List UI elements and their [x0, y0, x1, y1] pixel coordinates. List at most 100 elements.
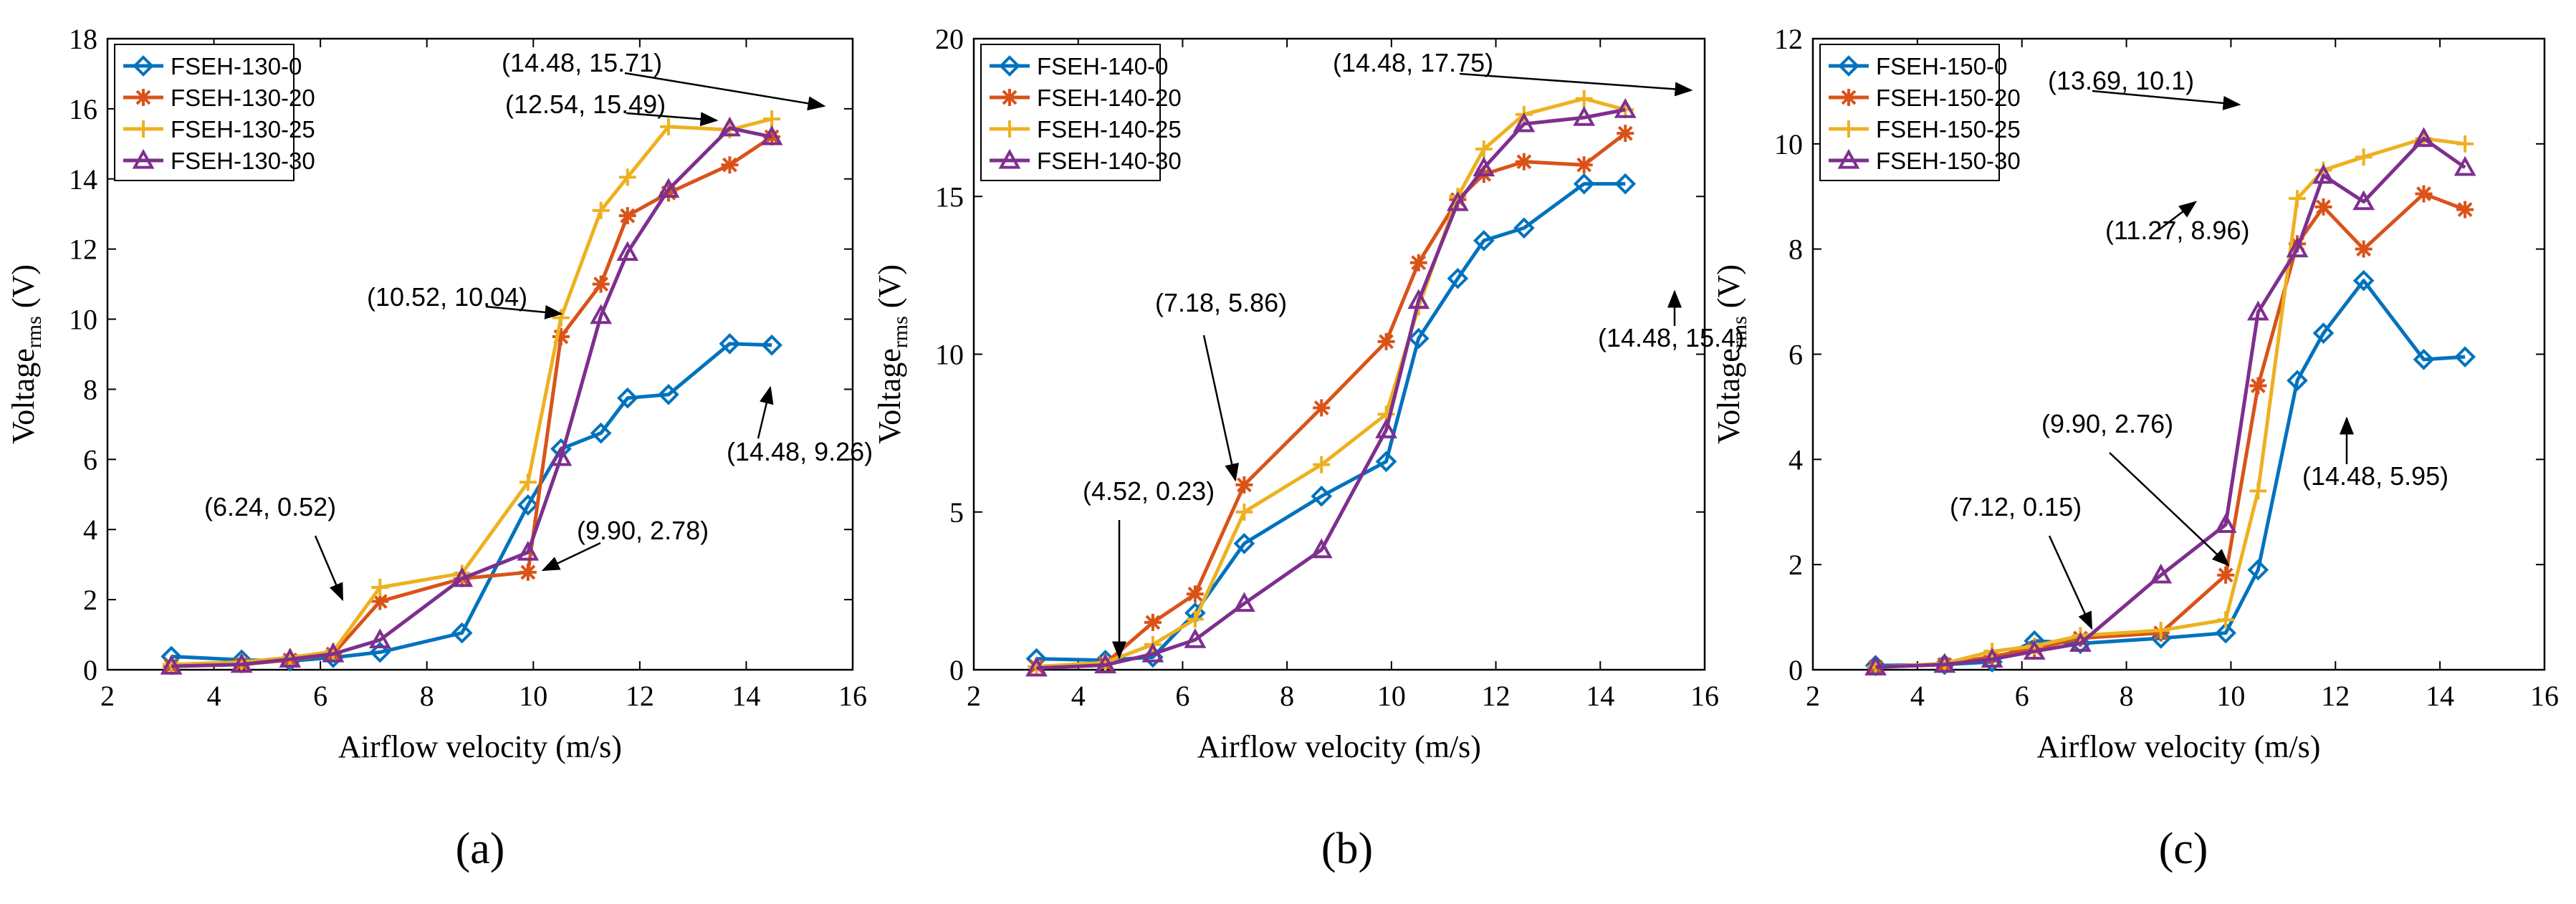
legend-label: FSEH-140-20 — [1037, 85, 1182, 111]
annotation-label: (14.48, 9.26) — [727, 437, 873, 466]
data-point-FSEH-140-0-12 — [1614, 173, 1637, 195]
annotation-arrow — [2156, 201, 2197, 232]
data-point-FSEH-150-30-11 — [2413, 127, 2435, 148]
annotation-label: (10.52, 10.04) — [367, 282, 527, 312]
data-point-FSEH-140-20-4 — [1235, 476, 1253, 494]
data-point-FSEH-150-30-2 — [1981, 648, 2003, 668]
data-point-FSEH-140-0-9 — [1473, 230, 1495, 251]
x-tick-label: 8 — [2120, 680, 2134, 712]
y-axis-label: Voltagerms (V) — [1711, 264, 1751, 444]
legend: FSEH-130-0 FSEH-130-20 FSEH-130-25 FSEH-130… — [114, 44, 315, 181]
data-point-FSEH-140-20-7 — [1409, 254, 1427, 271]
legend-swatch-marker-2 — [135, 120, 152, 138]
data-point-FSEH-130-0-6 — [517, 494, 539, 516]
annotation-label: (4.52, 0.23) — [1083, 476, 1215, 506]
y-axis-label-subscript: rms — [22, 316, 46, 348]
y-tick-label: 6 — [1789, 339, 1803, 371]
legend-swatch-marker-0 — [133, 55, 154, 77]
legend-label: FSEH-140-0 — [1037, 53, 1168, 80]
annotation-arrow — [624, 72, 826, 111]
data-point-FSEH-150-30-5 — [2150, 563, 2173, 584]
data-point-FSEH-130-0-5 — [451, 622, 473, 644]
y-tick-label: 12 — [1774, 23, 1803, 55]
data-point-FSEH-140-25-5 — [1313, 456, 1331, 473]
x-tick-label: 10 — [2216, 680, 2245, 712]
series-line-FSEH-130-30 — [171, 126, 772, 668]
annotation-label: (9.90, 2.78) — [577, 516, 709, 545]
data-point-FSEH-150-0-8 — [2287, 370, 2308, 392]
data-point-FSEH-140-30-0 — [1025, 656, 1048, 677]
annotation-label: (7.18, 5.86) — [1155, 288, 1287, 317]
y-tick-label: 0 — [83, 654, 97, 686]
annotation-label: (14.48, 15.4) — [1598, 323, 1744, 352]
x-axis-label: Airflow velocity (m/s) — [1197, 729, 1481, 764]
y-axis-label: Voltagerms (V) — [6, 264, 46, 444]
legend-swatch-marker-0 — [1838, 55, 1859, 77]
legend-swatch-marker-2 — [1840, 120, 1857, 138]
data-point-FSEH-140-20-6 — [1377, 332, 1395, 350]
y-tick-label: 15 — [935, 181, 964, 213]
data-point-FSEH-140-30-7 — [1407, 289, 1430, 309]
y-tick-label: 8 — [83, 373, 97, 405]
panel-label: (a) — [456, 824, 505, 873]
data-point-FSEH-140-25-4 — [1235, 503, 1253, 521]
data-point-FSEH-130-30-12 — [760, 125, 783, 145]
x-tick-label: 14 — [1586, 680, 1614, 712]
y-tick-label: 4 — [83, 514, 97, 546]
x-tick-label: 2 — [100, 680, 115, 712]
x-tick-label: 4 — [1910, 680, 1925, 712]
y-axis-label-main: Voltage — [1711, 348, 1746, 444]
y-tick-label: 5 — [949, 496, 964, 529]
data-point-FSEH-130-30-1 — [230, 653, 253, 673]
data-point-FSEH-140-0-7 — [1407, 327, 1430, 350]
x-tick-label: 16 — [838, 680, 867, 712]
y-tick-label: 18 — [69, 23, 97, 55]
annotation-label: (14.48, 17.75) — [1333, 48, 1493, 77]
annotation-arrow — [1459, 72, 1693, 97]
annotation-arrow — [314, 535, 344, 602]
data-point-FSEH-130-25-6 — [519, 473, 537, 491]
data-point-FSEH-130-0-9 — [616, 387, 638, 409]
legend-label: FSEH-130-30 — [171, 148, 315, 174]
legend-label: FSEH-140-30 — [1037, 148, 1182, 174]
data-point-FSEH-130-0-4 — [369, 641, 391, 663]
data-point-FSEH-150-25-6 — [2217, 611, 2235, 629]
data-point-FSEH-150-30-6 — [2214, 513, 2237, 533]
annotation-label: (13.69, 10.1) — [2048, 66, 2194, 95]
data-point-FSEH-150-0-10 — [2352, 269, 2375, 292]
y-tick-label: 10 — [1774, 128, 1803, 160]
data-point-FSEH-140-20-3 — [1186, 585, 1204, 603]
x-tick-label: 6 — [313, 680, 327, 712]
legend-label: FSEH-130-0 — [171, 53, 302, 80]
data-point-FSEH-140-0-4 — [1233, 532, 1255, 554]
data-point-FSEH-130-30-5 — [451, 567, 474, 587]
legend: FSEH-140-0 FSEH-140-20 FSEH-140-25 FSEH-140… — [980, 44, 1182, 181]
data-point-FSEH-150-30-4 — [2069, 632, 2092, 652]
data-point-FSEH-130-30-10 — [657, 178, 680, 198]
data-point-FSEH-140-30-6 — [1375, 418, 1397, 438]
data-point-FSEH-130-0-10 — [658, 383, 679, 405]
panel-label: (c) — [2159, 824, 2208, 873]
y-tick-label: 16 — [69, 93, 97, 125]
y-tick-label: 8 — [1789, 234, 1803, 266]
y-tick-label: 0 — [949, 654, 964, 686]
legend-swatch-marker-3 — [132, 148, 155, 169]
data-point-FSEH-140-30-10 — [1513, 112, 1536, 133]
data-point-FSEH-130-30-8 — [590, 304, 613, 324]
x-axis-label: Airflow velocity (m/s) — [338, 729, 622, 764]
y-tick-label: 14 — [69, 163, 97, 196]
data-point-FSEH-150-25-12 — [2456, 135, 2474, 153]
data-point-FSEH-130-0-8 — [590, 422, 612, 444]
data-point-FSEH-150-20-11 — [2415, 185, 2433, 203]
data-point-FSEH-140-25-9 — [1475, 140, 1493, 158]
annotation-arrow — [1202, 335, 1239, 482]
data-point-FSEH-150-30-8 — [2286, 237, 2309, 258]
data-point-FSEH-140-0-10 — [1513, 217, 1535, 239]
series-FSEH-130-30 — [160, 116, 783, 675]
legend-label: FSEH-150-25 — [1876, 116, 2021, 143]
data-point-FSEH-130-20-9 — [618, 207, 636, 225]
x-tick-label: 4 — [1071, 680, 1086, 712]
annotation-label: (9.90, 2.76) — [2041, 409, 2173, 438]
x-tick-label: 2 — [967, 680, 981, 712]
data-point-FSEH-130-0-11 — [719, 332, 741, 355]
